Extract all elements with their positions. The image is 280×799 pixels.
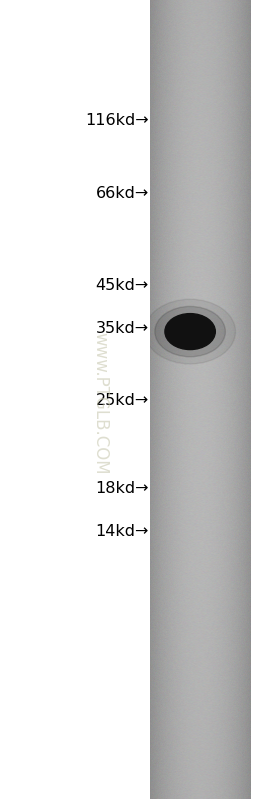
Text: 66kd→: 66kd→: [96, 185, 149, 201]
Ellipse shape: [165, 313, 215, 350]
Text: 14kd→: 14kd→: [95, 524, 149, 539]
Text: 35kd→: 35kd→: [96, 321, 149, 336]
Ellipse shape: [145, 299, 235, 364]
Ellipse shape: [155, 307, 225, 356]
Text: 45kd→: 45kd→: [96, 278, 149, 293]
Text: 18kd→: 18kd→: [95, 481, 149, 496]
Text: www.PTGLB.COM: www.PTGLB.COM: [91, 332, 109, 475]
Text: 25kd→: 25kd→: [96, 393, 149, 408]
Text: 116kd→: 116kd→: [85, 113, 149, 128]
